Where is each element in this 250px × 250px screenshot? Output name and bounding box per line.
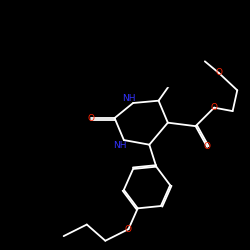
Text: O: O xyxy=(204,142,211,152)
Text: NH: NH xyxy=(113,141,126,150)
Text: O: O xyxy=(125,225,132,234)
Text: NH: NH xyxy=(122,94,136,103)
Bar xyxy=(167,76,178,86)
Text: O: O xyxy=(215,68,222,78)
Text: O: O xyxy=(169,76,176,86)
Text: O: O xyxy=(210,103,218,112)
Text: O: O xyxy=(88,114,95,122)
